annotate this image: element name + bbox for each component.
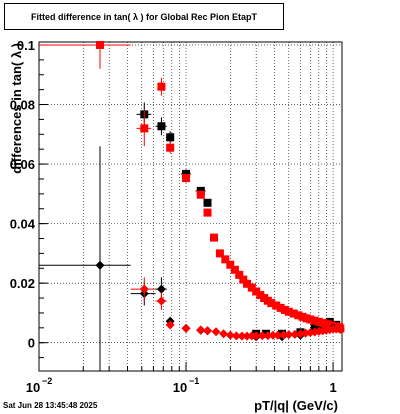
x-tick-label: 10 <box>26 380 40 395</box>
data-point-diamond <box>295 329 305 339</box>
data-point-square <box>294 311 303 320</box>
grid-lines <box>38 42 342 371</box>
data-point-square <box>310 316 319 325</box>
x-axis-label: pT/|q| (GeV/c) <box>254 398 338 413</box>
y-tick-label: 0.04 <box>10 217 36 232</box>
data-point-square <box>210 233 219 242</box>
data-point-square <box>267 299 276 308</box>
data-point-square <box>157 82 166 91</box>
y-tick-label: 0.06 <box>10 157 35 172</box>
data-point-diamond <box>268 330 278 340</box>
data-point-square <box>319 319 328 328</box>
data-point-square <box>230 265 239 274</box>
data-point-square <box>203 198 212 207</box>
data-point-diamond <box>156 296 166 306</box>
data-point-diamond <box>257 331 267 341</box>
data-point-diamond <box>181 323 191 333</box>
data-point-square <box>284 307 293 316</box>
data-point-square <box>289 309 298 318</box>
data-point-diamond <box>139 284 149 294</box>
data-point-square <box>243 279 252 288</box>
data-point-square <box>166 143 175 152</box>
y-tick-label: 0.08 <box>10 98 35 113</box>
data-point-square <box>166 133 175 142</box>
x-tick-label: 1 <box>329 380 336 395</box>
data-point-square <box>140 124 149 133</box>
data-point-diamond <box>251 331 261 341</box>
data-point-diamond <box>95 260 105 270</box>
black-square-series <box>136 102 341 338</box>
red-diamond-series <box>130 277 345 341</box>
data-point-diamond <box>156 284 166 294</box>
x-tick-exponent: −1 <box>189 376 199 386</box>
y-tick-label: 0 <box>28 336 35 351</box>
data-point-square <box>276 303 285 312</box>
data-point-diamond <box>196 325 206 335</box>
data-series <box>39 40 345 371</box>
data-point-square <box>247 283 256 292</box>
timestamp: Sat Jun 28 13:45:48 2025 <box>3 401 98 410</box>
data-point-square <box>252 287 261 296</box>
data-point-diamond <box>273 330 283 340</box>
data-point-diamond <box>165 320 175 330</box>
y-axis-label: differences in tan( λ ) <box>9 43 24 174</box>
chart-title: Fitted difference in tan( λ ) for Global… <box>4 3 284 30</box>
plot-frame <box>38 41 343 372</box>
x-tick-label: 10 <box>173 380 187 395</box>
data-point-square <box>306 315 315 324</box>
data-point-square <box>323 320 332 329</box>
data-point-square <box>235 270 244 279</box>
data-point-diamond <box>203 326 213 336</box>
data-point-square <box>272 301 281 310</box>
y-tick-label: 0.1 <box>17 38 35 53</box>
red-square-series <box>39 40 345 333</box>
data-point-diamond <box>225 330 235 340</box>
data-point-square <box>226 260 235 269</box>
data-point-square <box>203 208 212 217</box>
data-point-square <box>196 190 205 199</box>
axis-ticks: 00.020.040.060.080.110 −2 10 −1 1 <box>10 38 337 395</box>
data-point-diamond <box>237 331 247 341</box>
data-point-diamond <box>284 330 294 340</box>
data-point-square <box>239 275 248 284</box>
data-point-diamond <box>263 331 273 341</box>
x-tick-exponent: −2 <box>42 376 52 386</box>
data-point-square <box>221 255 230 264</box>
data-point-diamond <box>211 327 221 337</box>
data-point-diamond <box>278 330 288 340</box>
y-tick-label: 0.02 <box>10 276 35 291</box>
data-point-diamond <box>335 324 345 334</box>
data-point-diamond <box>219 329 229 339</box>
data-point-square <box>96 40 105 49</box>
data-point-square <box>215 249 224 258</box>
data-point-square <box>157 122 166 131</box>
data-point-square <box>182 174 191 183</box>
data-point-diamond <box>290 329 300 339</box>
data-point-diamond <box>231 331 241 341</box>
data-point-square <box>314 317 323 326</box>
